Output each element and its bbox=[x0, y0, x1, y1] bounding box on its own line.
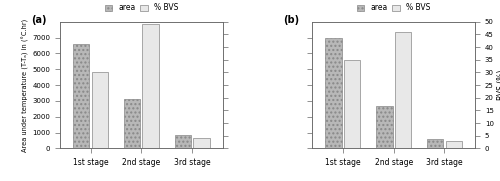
Bar bbox=[73, 44, 90, 148]
Text: (b): (b) bbox=[283, 15, 299, 25]
Bar bbox=[326, 38, 342, 148]
Bar bbox=[92, 72, 108, 148]
Bar bbox=[446, 141, 462, 148]
Y-axis label: BVS (%): BVS (%) bbox=[496, 70, 500, 100]
Bar bbox=[175, 135, 191, 148]
Bar bbox=[394, 32, 411, 148]
Bar bbox=[376, 106, 392, 148]
Bar bbox=[142, 24, 158, 148]
Legend: area, % BVS: area, % BVS bbox=[104, 3, 179, 13]
Bar bbox=[124, 99, 140, 148]
Bar bbox=[427, 139, 444, 148]
Legend: area, % BVS: area, % BVS bbox=[356, 3, 431, 13]
Bar bbox=[193, 138, 210, 148]
Text: (a): (a) bbox=[30, 15, 46, 25]
Bar bbox=[344, 60, 360, 148]
Y-axis label: Area under temperature (T-Tₐ) in (°C.hr): Area under temperature (T-Tₐ) in (°C.hr) bbox=[22, 18, 30, 152]
